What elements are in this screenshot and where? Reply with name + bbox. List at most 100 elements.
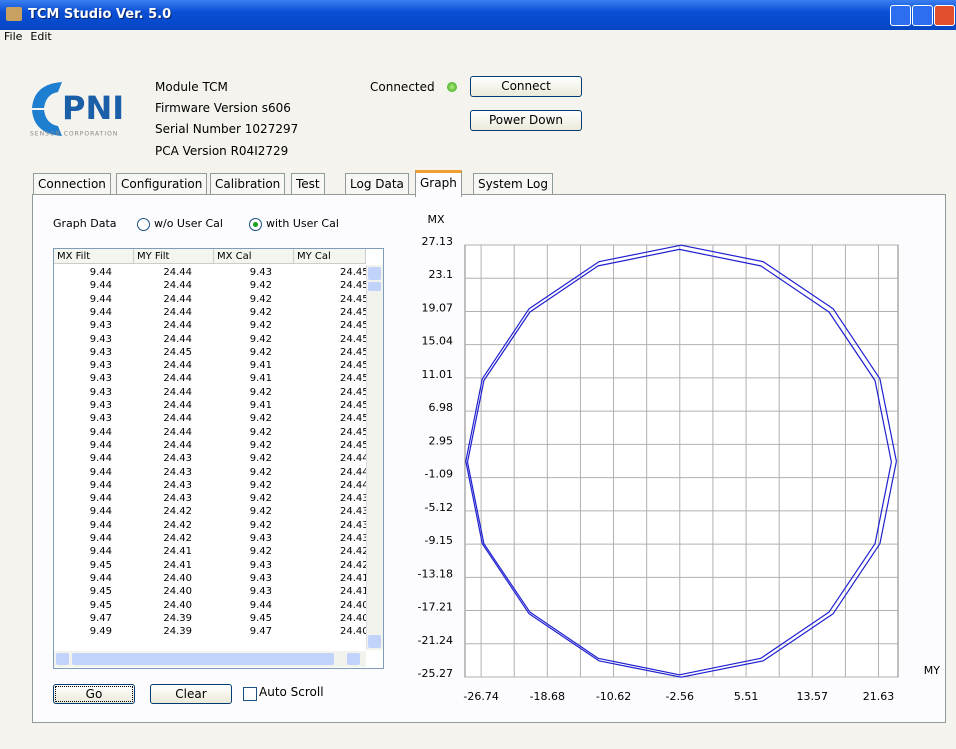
tab[interactable]: Graph (415, 170, 462, 197)
table-cell: 9.43 (89, 413, 112, 425)
power-down-button[interactable]: Power Down (470, 110, 582, 131)
scroll-right[interactable] (347, 653, 360, 665)
auto-scroll-label: Auto Scroll (259, 685, 324, 699)
table-cell: 9.44 (89, 546, 112, 558)
table-cell: 9.49 (89, 626, 112, 638)
table-cell: 9.43 (249, 267, 272, 278)
graph: 27.13 23.1 19.07 15.04 11.01 6.98 2.95 -1.09 -5.… (418, 213, 941, 703)
table-cell: 24.40 (340, 613, 366, 624)
table-cell: 9.44 (89, 280, 112, 292)
table-cell: 9.45 (89, 559, 112, 571)
column-header[interactable]: MY Cal (294, 249, 366, 264)
table-cell: 9.42 (249, 346, 272, 358)
table-cell: 9.42 (249, 506, 272, 518)
table-cell: 9.44 (89, 519, 112, 531)
x-tick-label: -2.56 (666, 690, 694, 703)
clear-button[interactable]: Clear (150, 684, 232, 704)
connect-button[interactable]: Connect (470, 76, 582, 97)
table-cell: 9.43 (89, 333, 112, 345)
table-cell: 24.43 (340, 534, 366, 544)
y-tick-label: 15.04 (422, 335, 454, 348)
table-cell: 9.42 (249, 439, 272, 451)
table-cell: 24.44 (163, 280, 192, 292)
table-cell: 9.43 (89, 360, 112, 372)
column-header[interactable]: MX Filt (54, 249, 134, 264)
table-cell: 24.44 (163, 267, 192, 278)
radio-label: w/o User Cal (154, 217, 223, 230)
table-cell: 9.43 (89, 346, 112, 358)
y-tick-label: -5.12 (425, 501, 453, 514)
table-cell: 24.43 (340, 494, 366, 505)
table-cell: 24.45 (163, 346, 192, 358)
data-line (466, 248, 892, 676)
table-cell: 24.41 (163, 546, 192, 558)
y-tick-label: -9.15 (425, 534, 453, 547)
logo-tagline: SENSOR CORPORATION (30, 131, 118, 138)
scroll-down[interactable] (368, 635, 381, 648)
logo-text: PNI (62, 89, 124, 127)
column-header[interactable]: MX Cal (214, 249, 294, 264)
scroll-up[interactable] (368, 267, 381, 280)
y-tick-label: 2.95 (429, 434, 454, 447)
status-led (447, 82, 457, 92)
table-cell: 24.44 (163, 306, 192, 318)
table-cell: 9.43 (249, 572, 272, 584)
table-cell: 24.44 (163, 293, 192, 305)
table-cell: 9.43 (249, 533, 272, 544)
device-serial: Serial Number 1027297 (155, 122, 299, 136)
table-cell: 9.41 (249, 373, 272, 385)
tab[interactable]: System Log (473, 173, 553, 194)
radio-button[interactable] (249, 218, 262, 231)
tab[interactable]: Log Data (345, 173, 409, 194)
logo: PNI SENSOR CORPORATION (30, 82, 124, 138)
x-tick-label: 5.51 (734, 690, 759, 703)
tab[interactable]: Configuration (116, 173, 208, 194)
close-button[interactable] (934, 5, 955, 26)
table-cell: 24.40 (340, 627, 366, 638)
x-tick-label: 13.57 (797, 690, 829, 703)
data-table: MX Filt MY Filt MX Cal MY Cal 9.44 24.44 9.43 2… (53, 248, 384, 669)
table-cell: 9.45 (249, 612, 272, 624)
table-cell: 9.43 (89, 400, 112, 411)
table-cell: 24.44 (340, 467, 366, 478)
table-cell: 24.44 (163, 400, 192, 411)
y-tick-label: 6.98 (429, 401, 454, 414)
table-cell: 9.43 (89, 320, 112, 332)
table-cell: 9.41 (249, 400, 272, 411)
tab[interactable]: Connection (33, 173, 111, 194)
x-tick-label: -18.68 (530, 690, 565, 703)
connection-status: Connected (370, 80, 435, 94)
table-cell: 9.44 (89, 453, 112, 465)
x-tick-label: 21.63 (863, 690, 895, 703)
table-cell: 24.44 (163, 386, 192, 398)
window-title: TCM Studio Ver. 5.0 (28, 7, 172, 22)
table-cell: 24.44 (163, 360, 192, 372)
app-icon (6, 7, 22, 21)
maximize-button[interactable] (912, 5, 933, 26)
horizontal-scrollbar[interactable] (54, 651, 366, 667)
menu-item[interactable]: File (4, 30, 23, 43)
tab[interactable]: Test (291, 173, 325, 194)
x-tick-label: -10.62 (596, 690, 631, 703)
table-cell: 9.45 (89, 599, 112, 611)
go-button[interactable]: Go (53, 684, 135, 704)
menu-item[interactable]: Edit (30, 30, 52, 43)
scroll-left[interactable] (56, 653, 69, 665)
auto-scroll-checkbox[interactable] (243, 687, 257, 701)
vertical-scrollbar[interactable] (366, 265, 383, 650)
scroll-thumb[interactable] (368, 282, 381, 291)
radio-button[interactable] (137, 218, 150, 231)
minimize-button[interactable] (890, 5, 911, 26)
scroll-thumb[interactable] (72, 653, 334, 665)
table-cell: 9.42 (249, 519, 272, 531)
tab[interactable]: Calibration (210, 173, 286, 194)
table-cell: 24.44 (163, 439, 192, 451)
table-cell: 24.45 (340, 401, 366, 411)
table-cell: 9.43 (89, 386, 112, 398)
table-cell: 9.44 (89, 506, 112, 518)
table-cell: 24.45 (340, 321, 366, 332)
table-cell: 9.42 (249, 280, 272, 292)
column-header[interactable]: MY Filt (134, 249, 214, 264)
y-tick-label: 27.13 (422, 235, 454, 248)
radio-label: with User Cal (266, 217, 339, 230)
